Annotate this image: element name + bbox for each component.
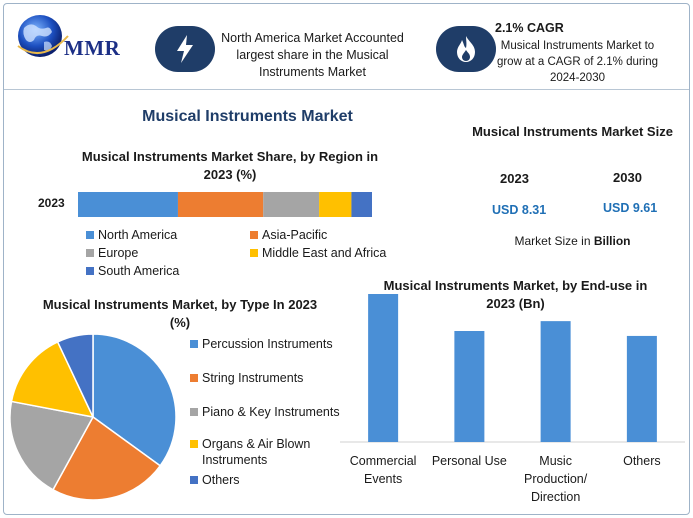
enduse-label-music-production-direction: Music Production/Direction xyxy=(516,452,596,506)
lightning-icon xyxy=(177,35,193,63)
region-legend: North America Asia-Pacific Europe Middle Ea… xyxy=(86,228,406,284)
region-legend-middle-east-and-africa: Middle East and Africa xyxy=(250,246,386,260)
legend-swatch xyxy=(86,231,94,239)
legend-swatch xyxy=(190,476,198,484)
enduse-label-line: Events xyxy=(364,472,403,486)
region-chart-title: Musical Instruments Market Share, by Reg… xyxy=(81,149,379,182)
enduse-label-line: Production/ xyxy=(524,472,588,486)
size-footnote: Market Size in Billion xyxy=(470,234,675,248)
legend-swatch xyxy=(190,340,198,348)
size-footnote-unit: Billion xyxy=(593,234,631,248)
size-year-2030: 2030 xyxy=(613,170,642,185)
region-legend-asia-pacific: Asia-Pacific xyxy=(250,228,327,242)
type-chart-title: Musical Instruments Market, by Type In 2… xyxy=(42,297,318,330)
enduse-bar-others xyxy=(626,335,657,442)
enduse-bar-commercial-events xyxy=(368,294,399,442)
legend-label: String Instruments xyxy=(202,371,304,385)
enduse-label-commercial-events: Commercial Events xyxy=(343,452,423,488)
flame-badge xyxy=(436,26,496,72)
legend-label: Others xyxy=(202,473,240,487)
legend-label: North America xyxy=(98,228,178,242)
enduse-label-line: Personal Use xyxy=(431,454,507,468)
region-segment-south-america xyxy=(351,192,372,217)
header-divider xyxy=(4,89,689,90)
legend-label: Percussion Instruments xyxy=(202,337,333,351)
frame-border xyxy=(3,3,690,515)
fact-north-america: North America Market Accounted largest s… xyxy=(221,31,404,79)
pie-slice-string-instruments xyxy=(51,415,162,500)
legend-swatch xyxy=(190,408,198,416)
legend-label: Organs & Air Blown Instruments xyxy=(202,437,311,467)
region-legend-north-america: North America xyxy=(86,228,177,242)
legend-swatch xyxy=(86,267,94,275)
size-year-2023: 2023 xyxy=(500,171,529,186)
region-segment-north-america xyxy=(78,192,178,217)
enduse-label-others: Others xyxy=(602,452,682,470)
legend-swatch xyxy=(190,374,198,382)
enduse-chart-title: Musical Instruments Market, by End-use i… xyxy=(383,278,648,311)
enduse-bar-music-production-direction xyxy=(540,321,571,442)
type-legend-organs-air-blown-instruments: Organs & Air Blown Instruments xyxy=(190,436,355,468)
enduse-label-line: Direction xyxy=(530,490,581,504)
pie-slice-piano-key-instruments xyxy=(9,400,95,491)
legend-swatch xyxy=(250,249,258,257)
enduse-category-labels: Commercial Events Personal Use Music Product… xyxy=(340,452,685,512)
size-footnote-prefix: Market Size in xyxy=(514,234,594,248)
lightning-badge xyxy=(155,26,215,72)
type-legend: Percussion Instruments String Instruments… xyxy=(190,336,360,496)
enduse-label-line: Others xyxy=(623,454,661,468)
region-legend-europe: Europe xyxy=(86,246,138,260)
legend-label: Asia-Pacific xyxy=(262,228,328,242)
region-stacked-bar xyxy=(78,192,372,217)
enduse-label-line: Commercial xyxy=(349,454,417,468)
pie-slice-organs-air-blown-instruments xyxy=(10,340,95,419)
type-legend-others: Others xyxy=(190,472,355,488)
size-title: Musical Instruments Market Size xyxy=(472,124,673,139)
pie-slice-percussion-instruments xyxy=(92,334,177,467)
enduse-label-line: Music xyxy=(539,454,572,468)
legend-label: Europe xyxy=(98,246,139,260)
legend-swatch xyxy=(86,249,94,257)
flame-icon xyxy=(457,36,475,62)
region-segment-asia-pacific xyxy=(177,192,264,217)
legend-label: Middle East and Africa xyxy=(262,246,387,260)
size-value-2023: USD 8.31 xyxy=(492,203,547,217)
region-segment-europe xyxy=(263,192,320,217)
type-legend-percussion-instruments: Percussion Instruments xyxy=(190,336,355,352)
enduse-bar-chart xyxy=(340,294,685,443)
region-legend-south-america: South America xyxy=(86,264,179,278)
legend-label: South America xyxy=(98,264,180,278)
logo-text: MMR xyxy=(64,36,121,60)
region-year-label: 2023 xyxy=(38,196,65,210)
pie-slice-others xyxy=(56,334,94,418)
cagr-title: 2.1% CAGR xyxy=(495,21,564,35)
type-legend-string-instruments: String Instruments xyxy=(190,370,355,386)
type-pie-chart xyxy=(9,334,177,500)
size-value-2030: USD 9.61 xyxy=(603,201,658,215)
legend-swatch xyxy=(190,440,198,448)
region-segment-middle-east-and-africa xyxy=(319,192,352,217)
enduse-label-personal-use: Personal Use xyxy=(429,452,509,470)
type-legend-piano-key-instruments: Piano & Key Instruments xyxy=(190,404,355,420)
cagr-body: Musical Instruments Market to grow at a … xyxy=(496,40,659,84)
legend-label: Piano & Key Instruments xyxy=(202,405,340,419)
enduse-bar-personal-use xyxy=(454,331,485,442)
main-title: Musical Instruments Market xyxy=(142,108,353,125)
legend-swatch xyxy=(250,231,258,239)
globe-logo-icon xyxy=(17,15,69,57)
